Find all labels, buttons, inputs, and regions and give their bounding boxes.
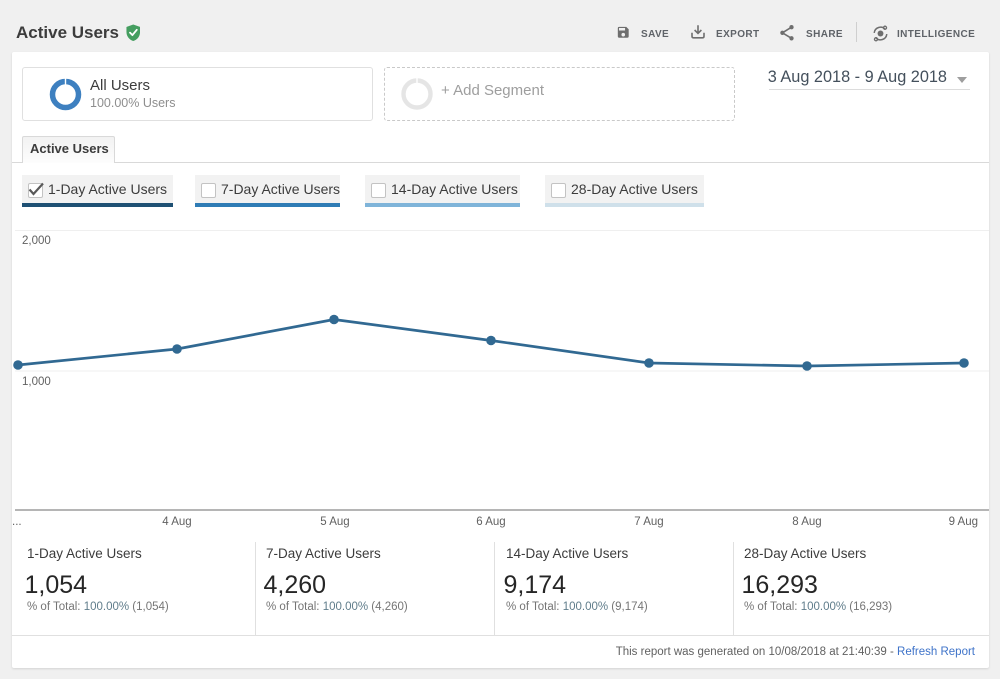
- svg-text:7 Aug: 7 Aug: [634, 516, 663, 528]
- svg-text:6 Aug: 6 Aug: [476, 516, 505, 528]
- svg-text:4 Aug: 4 Aug: [162, 516, 191, 528]
- svg-text:1,000: 1,000: [22, 376, 51, 388]
- svg-text:...: ...: [12, 516, 22, 528]
- svg-text:2,000: 2,000: [22, 235, 51, 247]
- svg-text:5 Aug: 5 Aug: [320, 516, 349, 528]
- svg-text:8 Aug: 8 Aug: [792, 516, 821, 528]
- svg-text:9 Aug: 9 Aug: [949, 516, 978, 528]
